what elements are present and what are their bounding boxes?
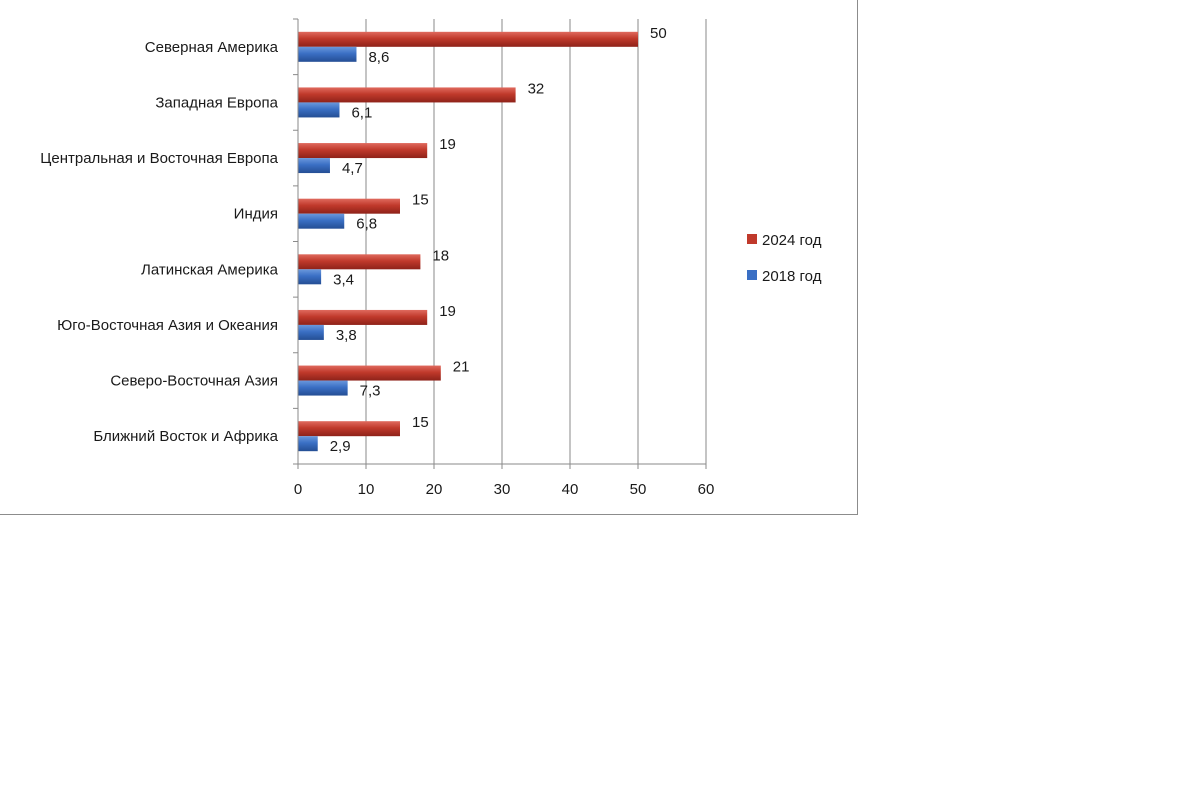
category-label: Латинская Америка: [141, 261, 279, 278]
axes: [293, 18, 707, 469]
x-tick-label: 30: [494, 481, 511, 498]
x-tick-label: 10: [358, 481, 375, 498]
bar-2018: [298, 380, 348, 396]
bar-2018: [298, 436, 318, 452]
bar-2018: [298, 324, 324, 340]
bar-2024: [298, 31, 638, 47]
legend-label: 2018 год: [762, 268, 822, 285]
x-tick-label: 20: [426, 481, 443, 498]
category-label: Центральная и Восточная Европа: [40, 150, 278, 167]
bar-2018: [298, 102, 340, 118]
bar-2024: [298, 365, 441, 381]
bar-2018: [298, 46, 357, 62]
bars: [298, 31, 638, 452]
labels: 0 10 20 30 40 50 60 Северная Америка 50 8,6 Западн…: [40, 25, 714, 498]
data-label-2018: 8,6: [368, 49, 389, 66]
data-label-2018: 7,3: [360, 383, 381, 400]
category-label: Юго-Восточная Азия и Океания: [57, 317, 278, 334]
legend-swatch: [747, 234, 757, 244]
data-label-2018: 6,1: [351, 104, 372, 121]
x-tick-label: 60: [698, 481, 715, 498]
x-tick-label: 40: [562, 481, 579, 498]
data-label-2024: 32: [528, 80, 545, 97]
data-label-2024: 15: [412, 414, 429, 431]
chart-frame: 0 10 20 30 40 50 60 Северная Америка 50 8,6 Западн…: [0, 0, 858, 515]
data-label-2018: 3,8: [336, 327, 357, 344]
data-label-2018: 2,9: [330, 438, 351, 455]
category-label: Ближний Восток и Африка: [93, 428, 278, 445]
category-label: Западная Европа: [155, 94, 278, 111]
legend: 2024 год 2018 год: [747, 232, 822, 285]
legend-swatch: [747, 270, 757, 280]
category-label: Северная Америка: [145, 39, 279, 56]
bar-2024: [298, 87, 516, 103]
data-label-2018: 3,4: [333, 271, 354, 288]
x-tick-label: 0: [294, 481, 302, 498]
data-label-2024: 19: [439, 136, 456, 153]
data-label-2024: 19: [439, 303, 456, 320]
data-label-2018: 4,7: [342, 160, 363, 177]
legend-label: 2024 год: [762, 232, 822, 249]
bar-2024: [298, 421, 400, 437]
data-label-2024: 15: [412, 192, 429, 209]
data-label-2024: 21: [453, 359, 470, 376]
bar-2024: [298, 254, 421, 270]
bar-2024: [298, 143, 428, 159]
bar-chart: 0 10 20 30 40 50 60 Северная Америка 50 8,6 Западн…: [40, 18, 822, 498]
bar-2018: [298, 158, 330, 174]
bar-2018: [298, 269, 322, 285]
data-label-2024: 18: [432, 247, 449, 264]
data-label-2018: 6,8: [356, 216, 377, 233]
x-tick-label: 50: [630, 481, 647, 498]
category-label: Индия: [234, 206, 278, 223]
bar-2024: [298, 198, 400, 214]
data-label-2024: 50: [650, 25, 667, 42]
bar-2024: [298, 309, 428, 325]
bar-2018: [298, 213, 345, 229]
category-label: Северо-Восточная Азия: [110, 373, 278, 390]
